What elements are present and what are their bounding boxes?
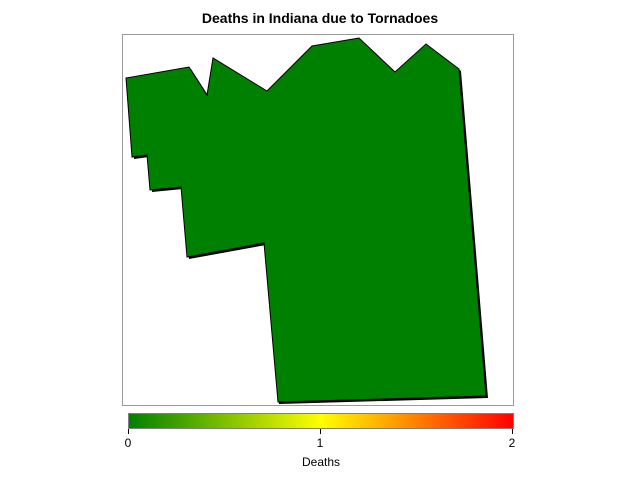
map-title: Deaths in Indiana due to Tornadoes (201, 10, 439, 26)
map-frame (122, 34, 514, 406)
legend-tick-label-2: 2 (508, 436, 516, 450)
legend-tick-0 (128, 429, 129, 434)
legend-tick-2 (512, 429, 513, 434)
legend-tick-label-1: 1 (316, 436, 324, 450)
legend-tick-1 (320, 429, 321, 434)
legend-tick-label-0: 0 (124, 436, 132, 450)
legend-title: Deaths (301, 455, 341, 469)
indiana-region[interactable] (125, 37, 487, 403)
legend-color-bar (128, 413, 514, 429)
